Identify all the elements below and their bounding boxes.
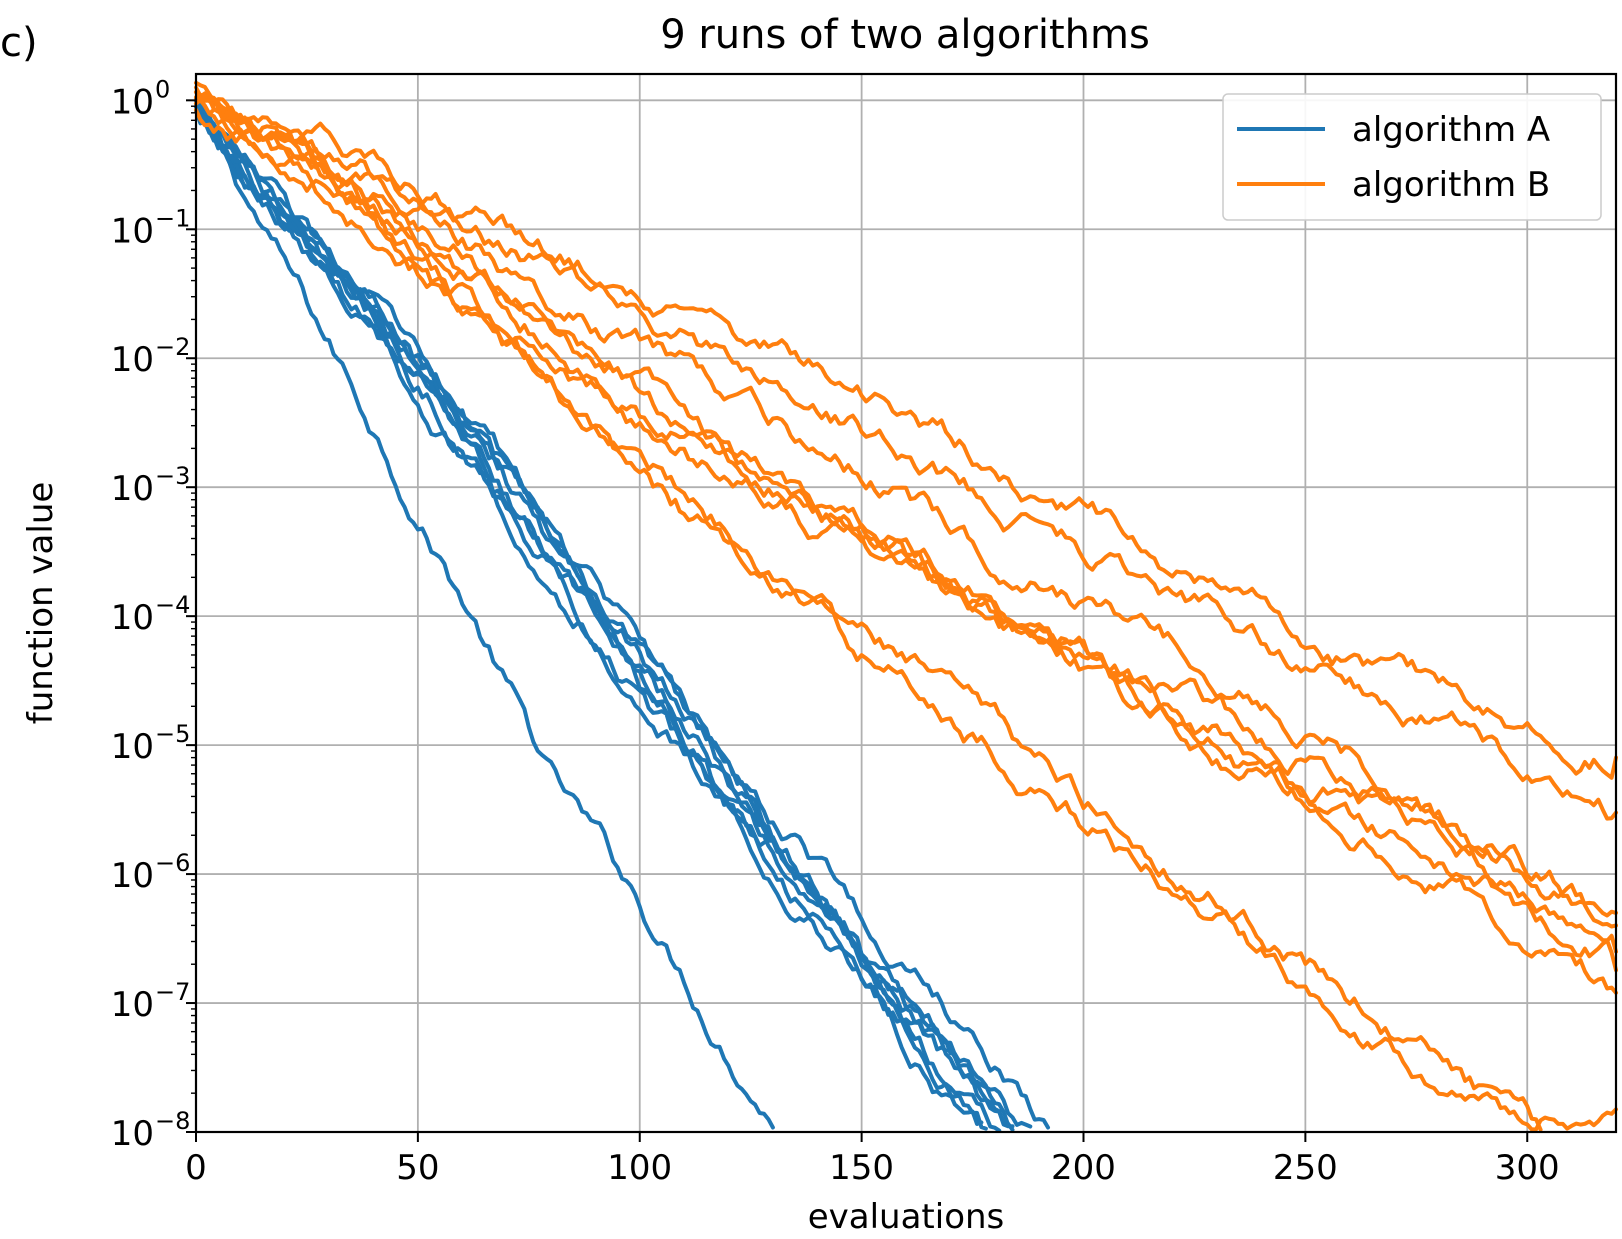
x-tick-label-2: 100	[607, 1148, 672, 1188]
x-tick-label-0: 0	[185, 1148, 207, 1188]
series-algorithm-a	[194, 95, 1050, 1133]
series-line-a-run-9	[194, 101, 1050, 1130]
series-line-b-run-6	[194, 95, 1618, 918]
y-tick-label-5: 10	[111, 727, 154, 767]
series-line-b-run-8	[194, 107, 1618, 973]
plot-frame	[194, 72, 1618, 1134]
legend-label-algorithm-b: algorithm B	[1352, 165, 1550, 205]
series-algorithm-b	[194, 80, 1618, 1132]
y-tick-exponent-7: −7	[155, 978, 190, 1006]
y-tick-label-7: 10	[111, 985, 154, 1025]
series-line-a-run-7	[194, 108, 1002, 1133]
y-tick-label-2: 10	[111, 340, 154, 380]
y-tick-exponent-0: 0	[155, 75, 170, 103]
y-tick-exponent-8: −8	[155, 1107, 190, 1135]
series-line-b-run-5	[194, 80, 1618, 780]
y-tick-exponent-1: −1	[155, 204, 190, 232]
panel-label: c)	[0, 20, 38, 66]
chart-title: 9 runs of two algorithms	[660, 12, 1150, 58]
y-tick-exponent-6: −6	[155, 849, 190, 877]
x-tick-label-3: 150	[829, 1148, 894, 1188]
y-tick-label-1: 10	[111, 211, 154, 251]
x-tick-label-5: 250	[1273, 1148, 1338, 1188]
y-tick-exponent-2: −2	[155, 333, 190, 361]
x-tick-label-1: 50	[396, 1148, 439, 1188]
legend: algorithm A algorithm B	[1222, 93, 1602, 221]
x-tick-label-4: 200	[1051, 1148, 1116, 1188]
y-tick-label-0: 10	[111, 82, 154, 122]
y-tick-label-8: 10	[111, 1114, 154, 1154]
y-tick-exponent-3: −3	[155, 462, 190, 490]
y-tick-label-4: 10	[111, 598, 154, 638]
series-line-b-run-9	[194, 89, 1618, 995]
y-axis-label: function value	[21, 482, 61, 725]
series-line-b-run-1	[194, 91, 1543, 1132]
x-tick-label-6: 300	[1495, 1148, 1560, 1188]
x-axis-label: evaluations	[808, 1197, 1005, 1237]
y-tick-exponent-4: −4	[155, 591, 190, 619]
legend-label-algorithm-a: algorithm A	[1352, 110, 1550, 150]
y-tick-exponent-5: −5	[155, 720, 190, 748]
x-axis: 0 50 100 150 200 250 300	[185, 1132, 1560, 1188]
series-layer	[194, 80, 1618, 1133]
series-line-a-run-1	[194, 108, 775, 1130]
series-line-b-run-2	[194, 96, 1618, 1132]
series-line-b-run-7	[194, 98, 1618, 929]
y-tick-label-6: 10	[111, 856, 154, 896]
y-tick-label-3: 10	[111, 469, 154, 509]
legend-box	[1222, 93, 1602, 221]
